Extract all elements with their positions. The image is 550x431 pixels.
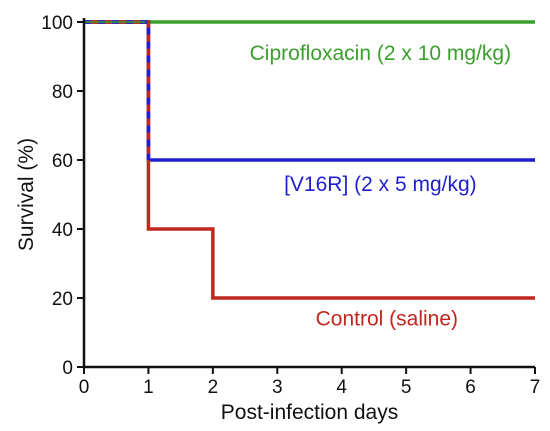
- x-tick-label: 4: [336, 377, 347, 398]
- labels-layer: Post-infection days Survival (%) Ciprofl…: [15, 42, 511, 424]
- y-tick-label: 0: [62, 358, 73, 379]
- x-tick-label: 6: [465, 377, 476, 398]
- y-axis-title: Survival (%): [15, 138, 38, 251]
- y-tick-label: 80: [52, 82, 73, 103]
- overlap-dash-v16r: [84, 20, 151, 160]
- series-label-ciprofloxacin: Ciprofloxacin (2 x 10 mg/kg): [250, 42, 511, 65]
- y-tick-label: 20: [52, 289, 73, 310]
- x-tick-label: 3: [272, 377, 283, 398]
- series-label-control: Control (saline): [316, 308, 458, 331]
- axes-layer: [82, 18, 535, 369]
- y-tick-label: 100: [41, 13, 73, 34]
- x-tick-label: 5: [401, 377, 412, 398]
- ticks-layer: 0 1 2 3 4 5 6 7 0 20 40 60 80 100: [41, 13, 540, 398]
- x-axis-title: Post-infection days: [221, 401, 398, 424]
- y-tick-label: 60: [52, 151, 73, 172]
- series-layer: [84, 20, 535, 300]
- x-tick-label: 1: [143, 377, 154, 398]
- y-tick-label: 40: [52, 220, 73, 241]
- series-label-v16r: [V16R] (2 x 5 mg/kg): [284, 173, 477, 196]
- x-tick-label: 0: [79, 377, 90, 398]
- x-tick-label: 2: [208, 377, 219, 398]
- x-tick-label: 7: [530, 377, 541, 398]
